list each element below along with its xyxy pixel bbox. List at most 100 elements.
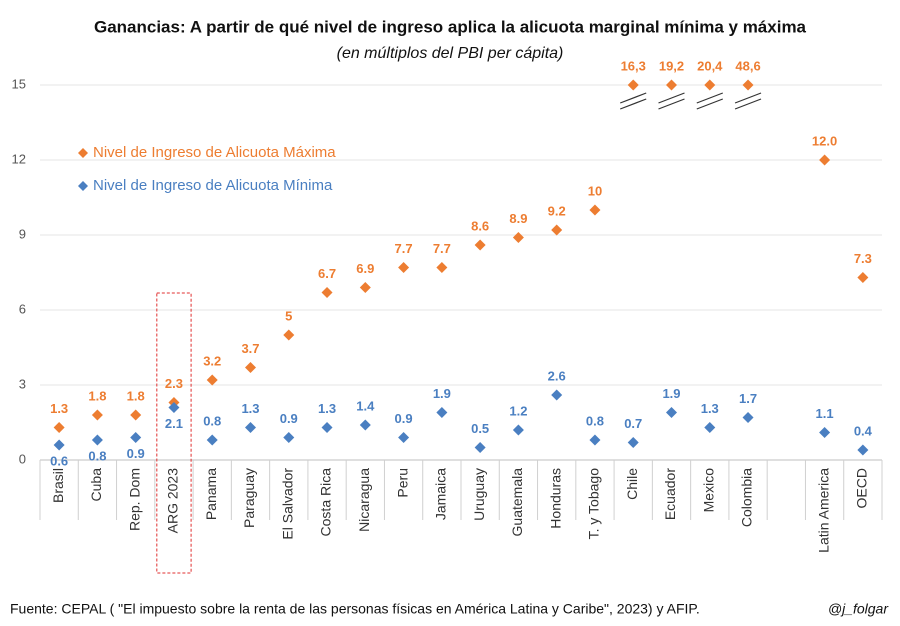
marker [283,329,295,341]
marker [551,389,563,401]
marker [168,402,180,413]
data-label: 0.8 [586,413,604,428]
marker [704,422,716,433]
chart-subtitle: (en múltiplos del PBI per cápita) [337,45,564,62]
data-label: 1.9 [433,386,451,401]
break-mark [734,98,762,110]
marker [589,204,601,216]
marker [206,434,218,446]
x-tick-label: OECD [854,468,870,508]
data-label: 5 [285,308,292,323]
x-tick-label: Jamaica [433,468,449,520]
data-label: 1.3 [50,401,68,416]
marker [206,374,218,386]
data-label: 1.3 [241,401,259,416]
marker [857,444,869,456]
data-label: 1.8 [127,388,145,403]
data-label: 48,6 [735,58,760,73]
x-tick-label: Cuba [88,468,104,502]
marker [819,154,831,166]
marker [91,409,103,421]
marker [130,432,142,443]
x-tick-label: Mexico [700,468,716,513]
highlight-box [156,292,192,574]
marker [321,422,333,433]
data-label: 1.4 [356,398,375,413]
x-tick-label: Ecuador [662,468,678,520]
data-label: 0.9 [395,411,413,426]
break-mark [734,92,762,104]
y-tick-label: 12 [12,151,26,166]
data-label: 3.7 [241,341,259,356]
data-label: 16,3 [621,58,646,73]
data-label: 7.7 [395,241,413,256]
marker [398,262,410,273]
data-label: 0.9 [280,411,298,426]
break-mark [696,98,723,110]
marker [819,427,831,438]
x-tick-label: Peru [394,468,410,498]
data-label: 1.1 [816,406,834,421]
data-label: 6.9 [356,261,374,276]
marker [551,224,563,236]
x-tick-label: Honduras [547,468,563,529]
break-mark [658,98,685,110]
x-tick-label: Chile [624,468,640,500]
x-tick-label: Costa Rica [318,468,334,537]
data-label: 0.4 [854,423,873,438]
x-tick-label: Latin America [815,468,831,553]
marker [742,79,754,91]
data-label: 19,2 [659,58,684,73]
marker [359,282,371,293]
data-label: 12.0 [812,133,837,148]
data-label: 20,4 [697,58,723,73]
x-tick-label: ARG 2023 [165,468,181,534]
x-tick-label: El Salvador [279,468,295,540]
y-tick-label: 0 [19,451,26,466]
marker [666,79,677,91]
marker [359,419,371,431]
legend-label: Nivel de Ingreso de Alicuota Máxima [93,144,336,161]
data-label: 2.3 [165,376,183,391]
marker [627,437,639,448]
marker [512,232,524,243]
legend-label: Nivel de Ingreso de Alicuota Mínima [93,177,333,194]
y-tick-label: 15 [12,76,26,91]
y-tick-label: 6 [19,301,26,316]
data-label: 7.3 [854,251,872,266]
data-label: 0.7 [624,416,642,431]
marker [91,434,103,446]
data-label: 1.3 [701,401,719,416]
data-label: 0.6 [50,453,68,468]
marker [283,432,295,443]
data-label: 1.3 [318,401,336,416]
marker [742,412,754,423]
x-tick-label: Brasil [50,468,66,503]
data-label: 3.2 [203,353,221,368]
marker [474,442,486,453]
data-label: 0.8 [203,413,221,428]
marker [474,239,486,251]
legend-marker [78,148,88,158]
marker [436,262,448,273]
marker [436,407,448,418]
marker [857,272,869,283]
data-label: 7.7 [433,241,451,256]
data-label: 1.7 [739,391,757,406]
x-tick-label: Panama [203,468,219,520]
chart-title: Ganancias: A partir de qué nivel de ingr… [94,17,807,36]
break-mark [696,92,723,104]
marker [589,434,601,446]
marker [245,422,256,433]
marker [321,287,333,298]
data-label: 9.2 [548,203,566,218]
break-mark [658,92,685,104]
marker [512,424,524,436]
data-label: 10 [588,183,602,198]
x-tick-label: Guatemala [509,468,525,537]
data-label: 0.5 [471,421,489,436]
x-tick-label: T. y Tobago [586,468,602,540]
data-label: 1.8 [88,388,106,403]
marker [53,439,65,451]
